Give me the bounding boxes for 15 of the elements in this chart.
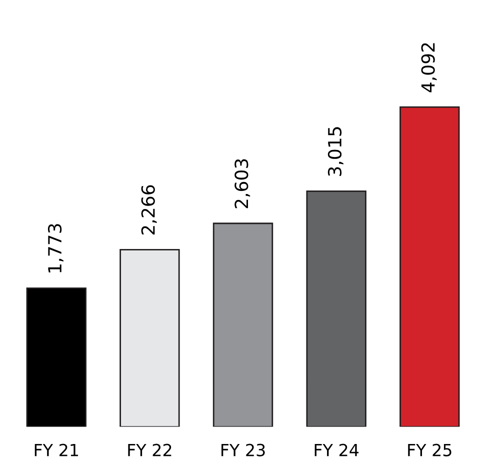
bar <box>306 190 366 427</box>
x-tick-label: FY 21 <box>34 444 78 456</box>
data-label: 4,092 <box>421 43 437 92</box>
x-tick-label: FY 25 <box>408 444 452 456</box>
data-label: 1,773 <box>48 224 64 272</box>
data-label: 2,603 <box>234 159 250 208</box>
data-label: 3,015 <box>328 127 344 176</box>
data-label: 2,266 <box>141 185 157 234</box>
bar <box>120 249 180 427</box>
x-tick-label: FY 23 <box>222 444 265 456</box>
bar <box>400 106 460 427</box>
bar <box>26 288 86 427</box>
x-tick-label: FY 24 <box>314 444 359 456</box>
bar <box>212 222 274 427</box>
x-tick-label: FY 22 <box>128 444 172 456</box>
